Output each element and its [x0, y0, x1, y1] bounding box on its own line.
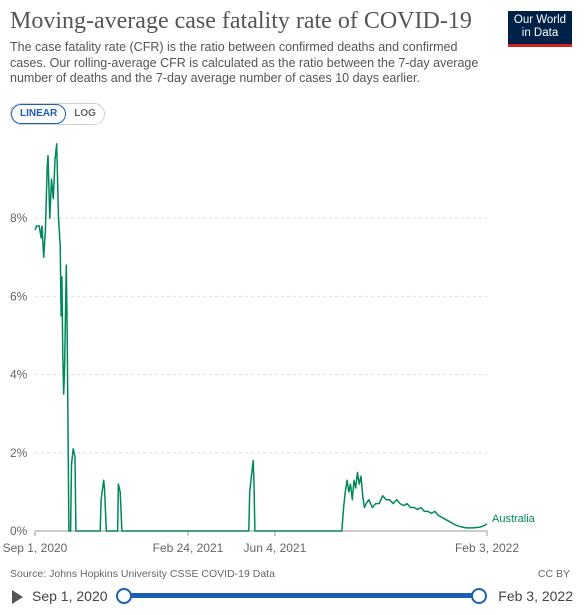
y-tick-label: 2% [10, 446, 28, 460]
chart-subtitle: The case fatality rate (CFR) is the rati… [10, 40, 479, 85]
series-line [34, 143, 488, 532]
timeline-start-label: Sep 1, 2020 [32, 588, 108, 604]
chart-title: Moving-average case fatality rate of COV… [10, 8, 472, 34]
scale-toggle: LINEAR LOG [10, 103, 105, 125]
log-scale-button[interactable]: LOG [74, 108, 96, 119]
y-tick-label: 0% [10, 524, 28, 538]
x-tick-label: Feb 24, 2021 [153, 541, 224, 555]
linear-scale-button[interactable]: LINEAR [11, 104, 67, 124]
y-tick-label: 8% [10, 211, 28, 225]
timeline-start-handle[interactable] [116, 588, 132, 604]
y-tick-label: 6% [10, 289, 28, 303]
x-tick-label: Feb 3, 2022 [455, 541, 519, 555]
timeline-track[interactable] [123, 593, 480, 598]
logo-line-1: Our World [513, 14, 567, 26]
timeline-end-label: Feb 3, 2022 [498, 588, 573, 604]
line-chart: 0% 2% 4% 6% 8% Sep 1, 2020 Feb 24, 2021 Jun 4, … [3, 143, 536, 555]
timeline-end-handle[interactable] [471, 588, 487, 604]
y-tick-label: 4% [10, 368, 28, 382]
owid-logo[interactable]: Our World in Data [508, 11, 572, 47]
play-icon[interactable] [12, 590, 23, 604]
series-label: Australia [492, 513, 536, 525]
x-tick-label: Jun 4, 2021 [244, 541, 307, 555]
timeline: Sep 1, 2020 Feb 3, 2022 [10, 586, 575, 608]
source-note: Source: Johns Hopkins University CSSE CO… [10, 568, 275, 580]
x-tick-label: Sep 1, 2020 [3, 541, 68, 555]
logo-line-2: in Data [521, 27, 559, 39]
license-link[interactable]: CC BY [537, 568, 570, 580]
